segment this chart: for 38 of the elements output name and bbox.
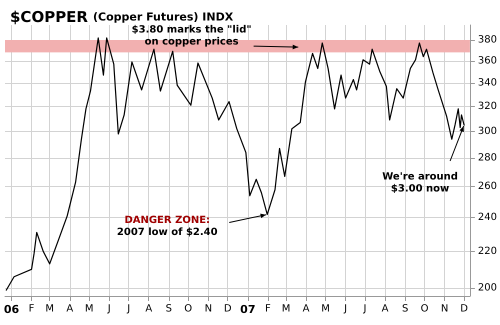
x-tick-label: N: [440, 304, 448, 314]
x-tick-label: A: [382, 304, 389, 314]
y-tick-label: 280: [478, 152, 498, 164]
y-tick-label: 300: [478, 126, 498, 137]
x-tick-label: J: [362, 304, 366, 314]
x-tick-label: O: [184, 304, 192, 314]
chart-title: $COPPER (Copper Futures) INDX: [10, 8, 234, 26]
x-tick-label: F: [265, 304, 272, 314]
x-tick-label: M: [321, 304, 330, 314]
x-tick-label: 06: [4, 303, 20, 316]
annotation: DANGER ZONE: 2007 low of $2.40: [116, 214, 218, 238]
x-tick-label: A: [66, 304, 74, 314]
y-tick-label: 360: [478, 55, 498, 66]
x-tick-label: F: [28, 304, 35, 314]
x-tick-label: S: [402, 304, 408, 314]
x-tick-label: 07: [240, 303, 256, 316]
annotation: $3.80 marks the "lid" on copper prices: [132, 24, 252, 48]
x-tick-label: M: [84, 304, 94, 314]
y-tick-label: 340: [478, 77, 498, 88]
x-tick-label: A: [302, 304, 310, 314]
y-tick-label: 220: [478, 246, 498, 257]
x-tick-label: O: [420, 304, 429, 314]
y-tick-label: 240: [478, 212, 498, 224]
y-tick-label: 200: [478, 282, 498, 294]
y-tick-label: 380: [478, 34, 498, 46]
x-tick-label: M: [45, 304, 54, 314]
x-tick-label: J: [343, 304, 348, 314]
annotation: We're around $3.00 now: [382, 171, 458, 194]
x-tick-label: D: [224, 304, 232, 314]
x-tick-label: J: [126, 304, 130, 314]
x-tick-label: J: [106, 304, 111, 314]
x-tick-label: N: [204, 304, 212, 314]
y-tick-label: 320: [478, 100, 498, 112]
x-tick-label: S: [166, 304, 172, 314]
x-tick-label: M: [282, 304, 290, 314]
y-tick-label: 260: [478, 181, 498, 192]
x-tick-label: A: [145, 304, 152, 314]
x-tick-label: D: [460, 304, 468, 314]
